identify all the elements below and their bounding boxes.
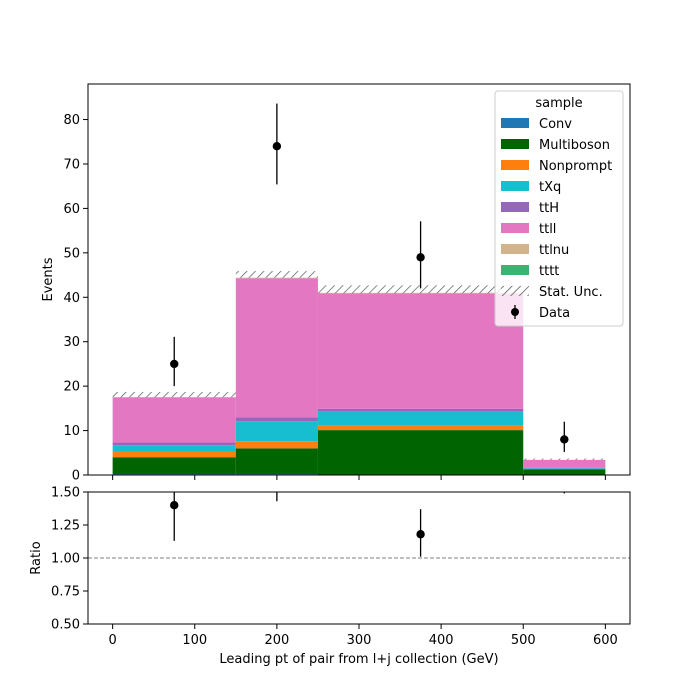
y-tick-label: 50: [63, 246, 80, 261]
legend-label: tttt: [539, 264, 559, 279]
bar-tth: [235, 417, 318, 422]
bar-ttll: [112, 397, 236, 443]
bar-txq: [317, 411, 524, 426]
legend-marker: [511, 308, 519, 316]
data-points: [170, 103, 569, 452]
main-plot-panel: 0 10 20 30 40 50 60 70 80 Events: [41, 83, 631, 484]
stat-unc-band: [523, 458, 606, 460]
bar-nonprompt: [235, 441, 318, 449]
legend-swatch: [501, 118, 529, 128]
data-point: [560, 435, 569, 444]
legend-title: sample: [535, 96, 582, 111]
legend-swatch: [501, 265, 529, 275]
ratio-y-axis-title: Ratio: [29, 541, 44, 574]
y-tick-label: 1.25: [51, 519, 80, 534]
legend-swatch: [501, 160, 529, 170]
bar-txq: [235, 421, 318, 442]
y-tick-label: 0.75: [51, 585, 80, 600]
legend-swatch: [501, 223, 529, 233]
legend-label: ttH: [539, 201, 559, 216]
y-tick-label: 40: [63, 291, 80, 306]
bar-multiboson: [112, 457, 236, 475]
legend-swatch: [501, 181, 529, 191]
bar-tth: [317, 408, 524, 412]
bar-nonprompt: [112, 451, 236, 458]
ratio-plot-panel: 0.500.751.001.251.50 0 100 200 300 400 500 600…: [29, 384, 631, 667]
y-tick-label: 30: [63, 335, 80, 350]
legend-label: ttlnu: [539, 243, 569, 258]
ratio-points: [170, 384, 568, 557]
x-tick-label: 100: [182, 633, 207, 648]
y-tick-label: 60: [63, 202, 80, 217]
legend-swatch: [501, 139, 529, 149]
x-tick-label: 600: [593, 633, 618, 648]
bar-multiboson: [235, 448, 318, 475]
bar-txq: [112, 445, 236, 452]
bar-txq: [523, 468, 606, 470]
ratio-y-axis: 0.50 0.75 1.00 1.25 1.50: [51, 486, 88, 633]
stat-unc-band: [317, 285, 524, 294]
ratio-point: [170, 501, 179, 510]
bar-multiboson: [317, 430, 524, 475]
x-tick-label: 400: [429, 633, 454, 648]
legend-swatch: [501, 202, 529, 212]
stat-unc-bands: [112, 271, 606, 460]
bar-nonprompt: [317, 425, 524, 431]
main-x-axis: [112, 475, 606, 480]
y-tick-label: 10: [63, 424, 80, 439]
bar-multiboson: [523, 469, 606, 475]
y-tick-label: 20: [63, 380, 80, 395]
legend-label: Nonprompt: [539, 159, 612, 174]
y-tick-label: 1.50: [51, 486, 80, 501]
data-point: [170, 359, 179, 369]
bar-ttll: [235, 278, 318, 418]
data-point: [416, 253, 425, 262]
y-tick-label: 0: [72, 469, 80, 484]
bar-tth: [112, 442, 236, 446]
legend-label: Data: [539, 306, 570, 321]
main-y-axis: 0 10 20 30 40 50 60 70 80: [63, 113, 88, 484]
y-tick-label: 70: [63, 157, 80, 172]
bar-ttll: [317, 293, 524, 409]
legend-label: Multiboson: [539, 138, 610, 153]
ratio-x-axis: 0 100 200 300 400 500 600: [108, 624, 618, 648]
legend-label: Stat. Unc.: [539, 285, 603, 300]
x-tick-label: 300: [347, 633, 372, 648]
data-point: [272, 142, 282, 151]
x-tick-label: 200: [264, 633, 289, 648]
x-tick-label: 0: [108, 633, 116, 648]
legend: sample Conv Multiboson Nonprompt tXq ttH ttll t…: [494, 90, 624, 327]
legend-swatch: [501, 244, 529, 254]
x-axis-title: Leading pt of pair from l+j collection (…: [219, 652, 498, 667]
x-tick-label: 500: [511, 633, 536, 648]
y-tick-label: 1.00: [51, 552, 80, 567]
main-y-axis-title: Events: [41, 257, 56, 301]
stacked-bars: [112, 277, 606, 475]
bar-ttll: [523, 459, 606, 468]
legend-label: tXq: [539, 180, 561, 195]
stat-unc-band: [235, 271, 318, 278]
y-tick-label: 0.50: [51, 618, 80, 633]
legend-label: ttll: [539, 222, 556, 237]
ratio-point: [416, 530, 425, 539]
legend-label: Conv: [539, 117, 572, 132]
stat-unc-band: [112, 391, 236, 398]
ratio-point: [560, 384, 568, 392]
y-tick-label: 80: [63, 113, 80, 128]
legend-swatch: [501, 286, 529, 296]
